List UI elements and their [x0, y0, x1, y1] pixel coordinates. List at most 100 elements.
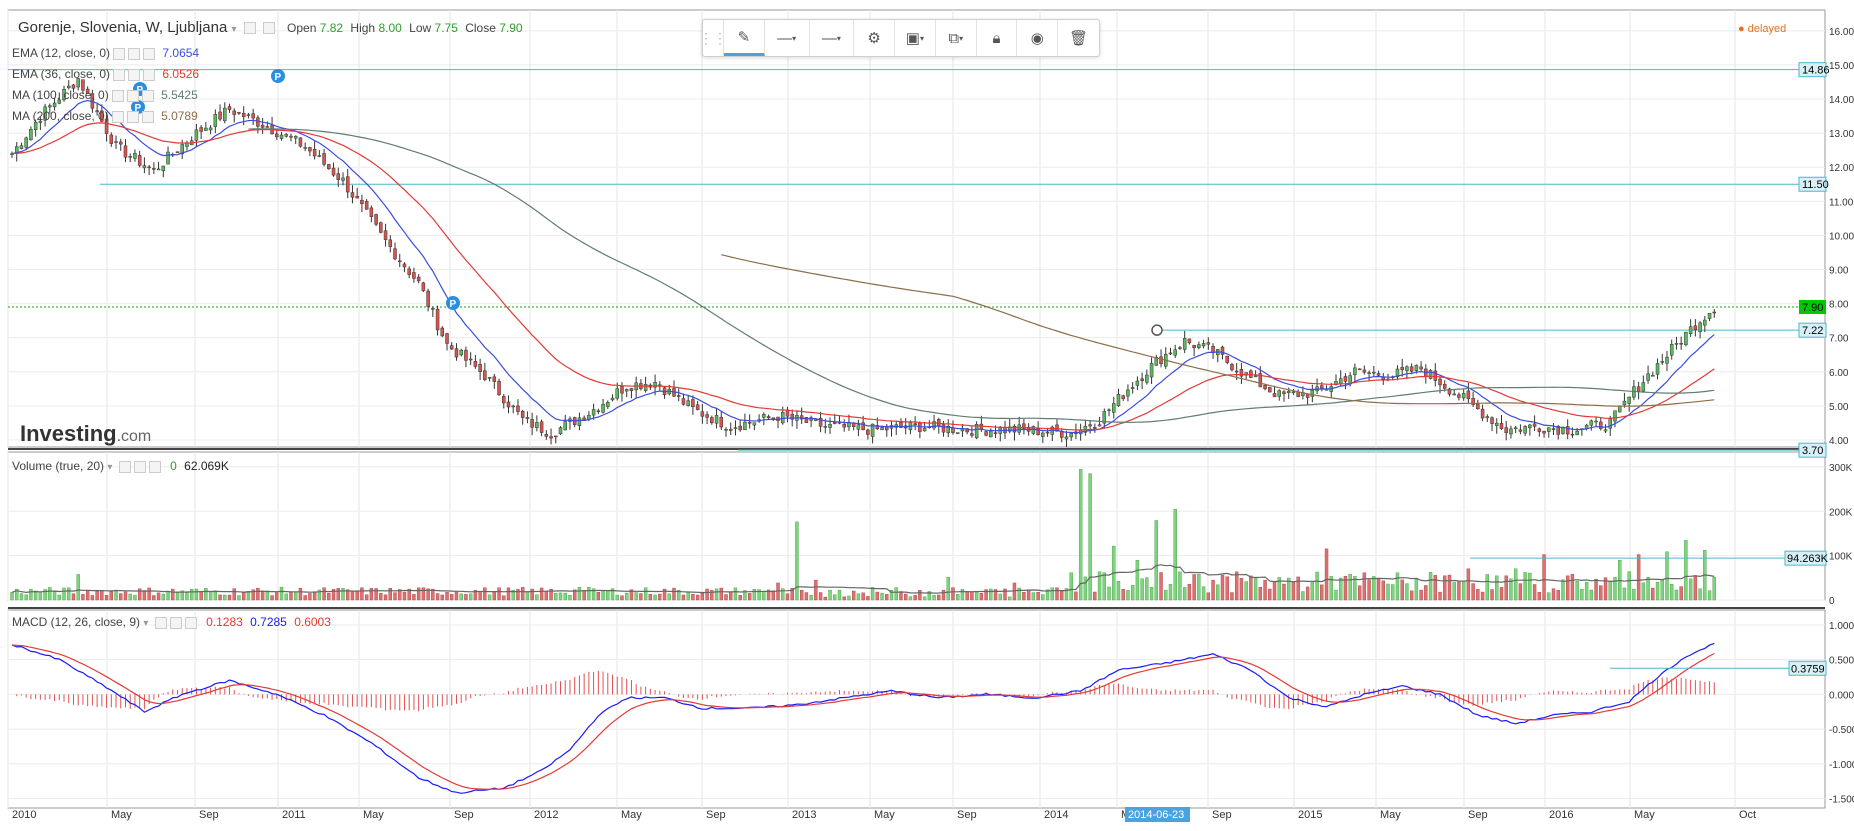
candle-body — [695, 404, 700, 410]
volume-bar — [38, 592, 43, 601]
volume-name[interactable]: Volume (true, 20) — [12, 459, 105, 473]
volume-bar — [1088, 473, 1092, 601]
volume-bar — [539, 587, 544, 601]
indicator-ma100[interactable]: MA (100, close, 0) 5.5425 — [12, 85, 199, 106]
candle-body — [256, 117, 260, 127]
volume-tick-label: 200K — [1829, 507, 1853, 518]
volume-bar — [1348, 573, 1352, 601]
candle-body — [1201, 343, 1206, 347]
gear-icon[interactable]: ⚙ — [854, 20, 895, 56]
visibility-icon[interactable] — [126, 110, 139, 123]
volume-bar — [889, 590, 894, 601]
close-icon[interactable] — [141, 110, 154, 123]
chevron-down-icon[interactable]: ▾ — [231, 24, 237, 35]
indicator-ema12[interactable]: EMA (12, close, 0) 7.0654 — [12, 43, 199, 64]
volume-bar — [620, 595, 624, 601]
settings-icon[interactable] — [154, 616, 167, 629]
volume-bar — [1622, 587, 1627, 601]
volume-bar — [686, 591, 690, 601]
line-style-button[interactable]: — ▾ — [810, 20, 855, 56]
candle-body — [1367, 372, 1371, 374]
volume-bar — [33, 590, 38, 601]
lock-icon[interactable]: 🔒︎ — [977, 20, 1018, 56]
volume-bar — [1357, 585, 1362, 601]
price-tick-label: 13.00 — [1829, 129, 1854, 140]
candle-body — [1107, 409, 1111, 412]
settings-icon[interactable] — [113, 68, 126, 81]
close-icon[interactable] — [141, 89, 154, 102]
candle-body — [558, 427, 563, 435]
volume-bar — [648, 594, 653, 601]
volume-bar — [1201, 586, 1206, 601]
close-icon[interactable] — [184, 616, 197, 629]
volume-bar — [771, 590, 775, 601]
volume-bar — [558, 592, 563, 601]
settings-icon[interactable] — [111, 89, 124, 102]
line-color-button[interactable]: — ▾ — [765, 20, 810, 56]
candle-body — [374, 214, 378, 225]
macd-name[interactable]: MACD (12, 26, close, 9) — [12, 615, 141, 629]
candle-body — [137, 155, 142, 166]
visibility-icon[interactable] — [169, 616, 182, 629]
volume-bar — [970, 591, 974, 601]
volume-bar — [535, 594, 539, 601]
volume-bar — [166, 591, 170, 601]
candle-body — [114, 141, 118, 143]
volume-bar — [1244, 581, 1248, 601]
candle-body — [435, 308, 440, 331]
indicator-ema36[interactable]: EMA (36, close, 0) 6.0526 — [12, 64, 199, 85]
close-icon[interactable] — [143, 47, 156, 60]
chevron-down-icon[interactable]: ▾ — [143, 618, 149, 629]
candle-body — [1419, 366, 1423, 370]
volume-bar — [1272, 581, 1277, 601]
pencil-icon[interactable]: ✎ — [724, 20, 765, 56]
volume-bar — [331, 588, 336, 601]
volume-bar — [809, 595, 813, 601]
volume-bar — [241, 592, 246, 601]
candle-body — [1428, 370, 1433, 379]
candle-body — [241, 112, 246, 118]
volume-bar — [1670, 583, 1674, 601]
candle-body — [554, 435, 558, 438]
volume-bar — [1509, 578, 1513, 601]
candle-body — [208, 127, 213, 131]
volume-bar — [1164, 589, 1168, 601]
candle-body — [1665, 356, 1669, 364]
visibility-icon[interactable] — [128, 68, 141, 81]
settings-icon[interactable] — [111, 110, 124, 123]
close-icon[interactable] — [148, 460, 161, 473]
candle-body — [246, 114, 251, 116]
settings-icon[interactable] — [113, 47, 126, 60]
visibility-icon[interactable] — [133, 460, 146, 473]
trash-icon[interactable]: 🗑︎ — [1069, 30, 1089, 47]
candle-body — [1022, 423, 1026, 429]
pivot-marker — [271, 69, 285, 83]
volume-bar — [270, 595, 274, 601]
settings-icon[interactable] — [243, 22, 256, 35]
layers-icon[interactable]: ▣ ▾ — [895, 20, 936, 56]
volume-bar — [965, 591, 969, 601]
settings-icon[interactable] — [118, 460, 131, 473]
volume-bar — [1655, 581, 1660, 601]
eye-icon[interactable]: ◉ — [1017, 20, 1059, 56]
candle-body — [379, 222, 383, 233]
volume-bar — [653, 594, 657, 601]
visibility-icon[interactable] — [128, 47, 141, 60]
close-icon[interactable] — [143, 68, 156, 81]
visibility-icon[interactable] — [262, 22, 275, 35]
candle-body — [383, 230, 388, 240]
volume-bar — [284, 593, 288, 601]
visibility-icon[interactable] — [126, 89, 139, 102]
chevron-down-icon[interactable]: ▾ — [107, 462, 113, 473]
candle-body — [941, 424, 946, 433]
candle-body — [275, 133, 279, 138]
price-tick-label: 4.00 — [1829, 436, 1849, 447]
symbol-title[interactable]: Gorenje, Slovenia, W, Ljubljana — [18, 19, 228, 36]
last-price-label: 7.90 — [1802, 302, 1823, 314]
indicator-ma200[interactable]: MA (200, close, 0) 5.0789 — [12, 106, 199, 127]
volume-bar — [662, 588, 667, 601]
clone-icon[interactable]: ⧉ ▾ — [936, 20, 977, 56]
drag-handle-icon[interactable]: ⋮⋮ — [699, 20, 727, 56]
pivot-marker-label: P — [135, 103, 142, 114]
